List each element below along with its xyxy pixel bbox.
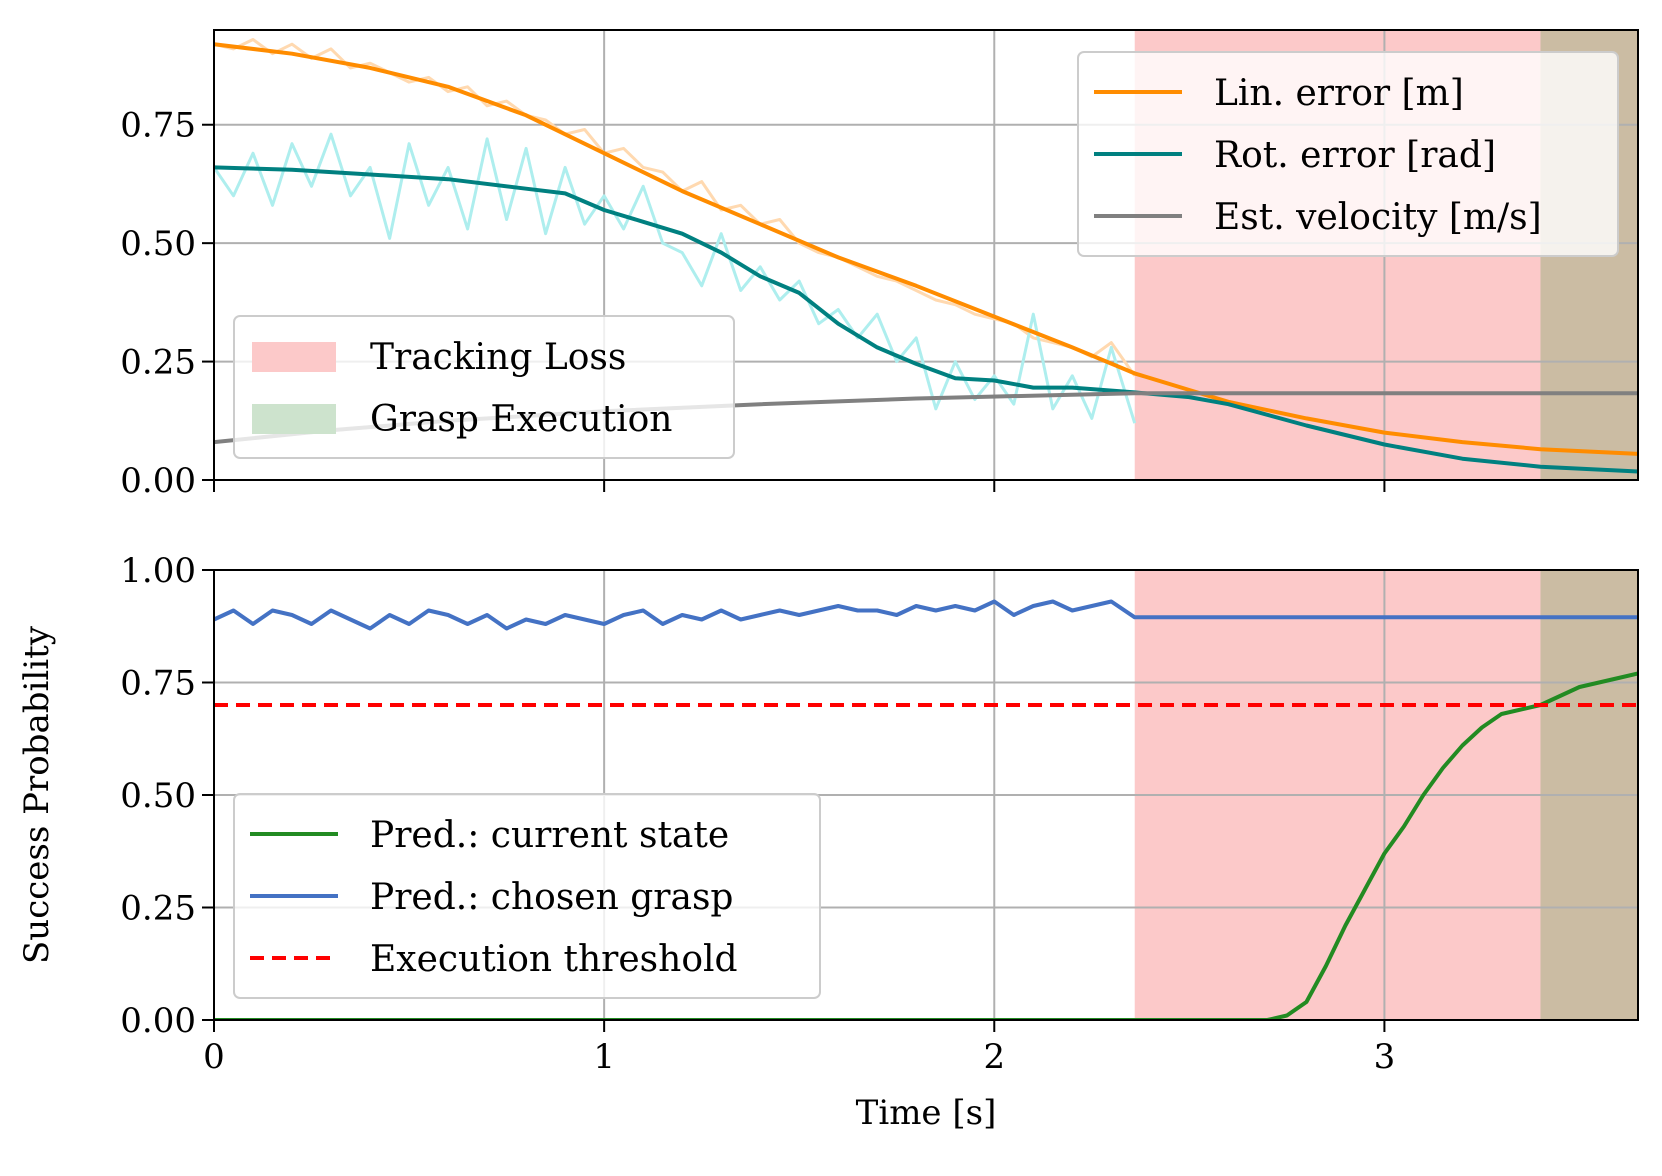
y-tick-label: 1.00 [120, 551, 196, 591]
legend-top-right: Lin. error [m] Rot. error [rad] Est. veloc… [1077, 51, 1619, 257]
y-tick-label: 0.75 [120, 664, 196, 704]
y-tick-label: 0.00 [120, 1001, 196, 1041]
legend-lower-left: Pred.: current state Pred.: chosen grasp E… [233, 793, 821, 999]
bottom-panel: 0 1 2 3 0.00 0.25 0.50 0.75 1.00 Time [s] Success … [17, 551, 1639, 1133]
y-tick-label: 0.00 [120, 461, 196, 501]
x-tick-label: 1 [593, 1037, 615, 1077]
legend-label-grasp-execution: Grasp Execution [370, 399, 672, 440]
x-tick-label: 2 [983, 1037, 1005, 1077]
x-tick-label: 0 [203, 1037, 225, 1077]
x-axis-label: Time [s] [856, 1093, 997, 1133]
x-tick-label: 3 [1374, 1037, 1396, 1077]
axes-frame [213, 29, 1639, 481]
series-line-lin-error-raw [214, 38, 1136, 377]
y-tick-label: 0.25 [120, 889, 196, 929]
series-line-pred-chosen-grasp [214, 599, 1638, 631]
y-tick-label: 0.50 [120, 776, 196, 816]
y-tick-label: 0.25 [120, 343, 196, 383]
series-line-rot-error-rad [214, 165, 1638, 474]
series-line-lin-error-m [214, 42, 1638, 456]
y-tick-label: 0.50 [120, 224, 196, 264]
legend-label-rot-error-rad: Rot. error [rad] [1214, 135, 1496, 176]
legend-box [233, 793, 821, 999]
legend-box [1077, 51, 1619, 257]
series-group [214, 599, 1638, 1020]
legend-swatch-tracking-loss [252, 342, 336, 372]
legend-swatch-grasp-execution [252, 404, 336, 434]
legend-label-execution-threshold: Execution threshold [370, 939, 738, 980]
legend-label-tracking-loss: Tracking Loss [370, 337, 626, 378]
y-axis-label: Success Probability [17, 625, 57, 964]
legend-box [233, 315, 735, 459]
y-tick-label: 0.75 [120, 106, 196, 146]
legend-label-est-velocity-m-s: Est. velocity [m/s] [1214, 197, 1542, 238]
legend-label-pred-current-state: Pred.: current state [370, 815, 729, 856]
top-panel: 0.00 0.25 0.50 0.75 Lin. error [m] Rot. error… [120, 29, 1639, 501]
legend-label-lin-error-m: Lin. error [m] [1214, 73, 1464, 114]
legend-label-pred-chosen-grasp: Pred.: chosen grasp [370, 877, 733, 918]
legend-lower-left: Tracking Loss Grasp Execution [233, 315, 735, 459]
